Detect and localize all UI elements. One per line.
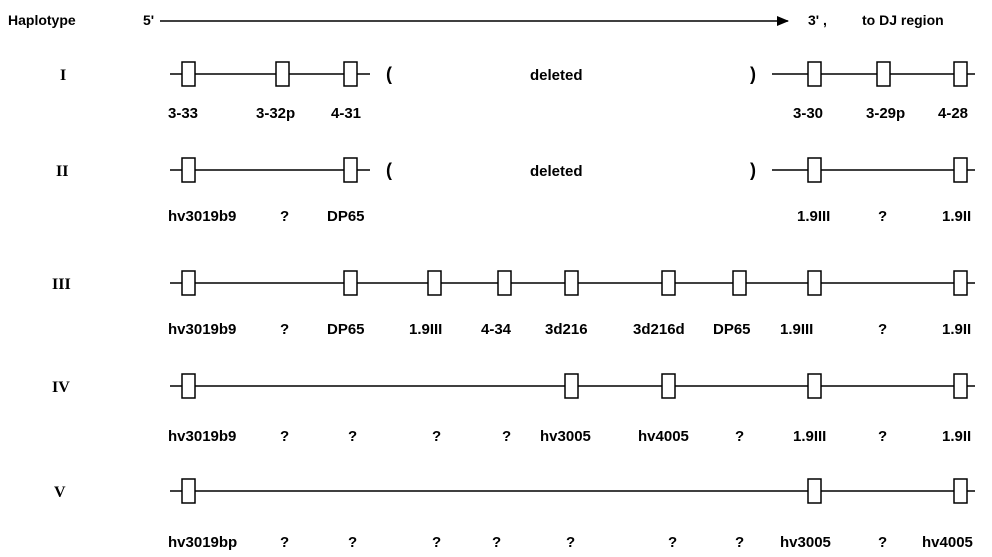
gene-label: 1.9III xyxy=(780,321,813,338)
gene-box xyxy=(343,61,358,87)
gene-box xyxy=(807,478,822,504)
gene-box xyxy=(181,478,196,504)
gene-box xyxy=(953,270,968,296)
gene-label: ? xyxy=(566,534,575,551)
gene-box xyxy=(181,61,196,87)
direction-label: to DJ region xyxy=(862,12,944,28)
five-prime-label: 5' xyxy=(143,12,154,28)
haplotype-label: IV xyxy=(52,379,70,396)
gene-label: ? xyxy=(502,428,511,445)
gene-label: hv3005 xyxy=(780,534,831,551)
gene-label: 3d216 xyxy=(545,321,588,338)
gene-box xyxy=(564,270,579,296)
gene-box xyxy=(807,61,822,87)
gene-label: ? xyxy=(280,534,289,551)
gene-label: 4-31 xyxy=(331,105,361,122)
haplotype-row-4: IV hv3019b9 ? ? ? ? hv3005 hv4005 ? 1.9I… xyxy=(52,373,975,445)
gene-box xyxy=(497,270,512,296)
gene-label: ? xyxy=(878,534,887,551)
gene-label: ? xyxy=(280,321,289,338)
gene-box xyxy=(953,478,968,504)
gene-label: 1.9II xyxy=(942,208,971,225)
gene-label: ? xyxy=(432,534,441,551)
gene-label: 1.9III xyxy=(797,208,830,225)
gene-box xyxy=(953,157,968,183)
gene-label: hv4005 xyxy=(638,428,689,445)
gene-box xyxy=(564,373,579,399)
gene-label: ? xyxy=(878,428,887,445)
gene-box xyxy=(181,157,196,183)
haplotype-row-5: V hv3019bp ? ? ? ? ? ? ? hv3005 ? hv4005 xyxy=(54,478,975,551)
gene-box xyxy=(427,270,442,296)
gene-label: 3-33 xyxy=(168,105,198,122)
gene-label: ? xyxy=(878,321,887,338)
gene-label: hv3005 xyxy=(540,428,591,445)
haplotype-row-2: II ( deleted ) hv3019b9 ? DP65 1.9III ? … xyxy=(56,157,975,225)
gene-label: DP65 xyxy=(713,321,751,338)
gene-box xyxy=(807,270,822,296)
gene-box xyxy=(807,157,822,183)
gene-label: 1.9III xyxy=(793,428,826,445)
gene-box xyxy=(661,373,676,399)
gene-label: 3-32p xyxy=(256,105,295,122)
gene-label: hv3019bp xyxy=(168,534,237,551)
gene-label: 3-30 xyxy=(793,105,823,122)
gene-label: 3d216d xyxy=(633,321,685,338)
gene-box xyxy=(343,270,358,296)
gene-box xyxy=(343,157,358,183)
gene-label: ? xyxy=(735,428,744,445)
haplotype-row-3: III hv3019b9 ? DP65 1.9III 4-34 3d216 3d… xyxy=(52,270,975,338)
haplotype-label: III xyxy=(52,276,71,293)
gene-label: hv4005 xyxy=(922,534,973,551)
gene-box xyxy=(953,373,968,399)
gene-label: ? xyxy=(492,534,501,551)
close-paren: ) xyxy=(750,160,756,180)
gene-label: hv3019b9 xyxy=(168,428,236,445)
gene-label: 1.9II xyxy=(942,321,971,338)
haplotype-label: II xyxy=(56,163,68,180)
gene-label: DP65 xyxy=(327,208,365,225)
gene-box xyxy=(953,61,968,87)
gene-label: hv3019b9 xyxy=(168,208,236,225)
gene-box xyxy=(181,373,196,399)
open-paren: ( xyxy=(386,64,392,84)
deleted-label: deleted xyxy=(530,163,583,180)
header-label: Haplotype xyxy=(8,12,76,28)
gene-box xyxy=(661,270,676,296)
open-paren: ( xyxy=(386,160,392,180)
gene-box xyxy=(275,61,290,87)
close-paren: ) xyxy=(750,64,756,84)
haplotype-row-1: I ( deleted ) 3-33 3-32p 4-31 3-30 3-29p… xyxy=(60,61,975,122)
gene-label: ? xyxy=(432,428,441,445)
gene-label: 4-28 xyxy=(938,105,968,122)
gene-label: ? xyxy=(878,208,887,225)
gene-label: ? xyxy=(280,428,289,445)
gene-label: 3-29p xyxy=(866,105,905,122)
gene-label: DP65 xyxy=(327,321,365,338)
gene-box xyxy=(732,270,747,296)
gene-label: 4-34 xyxy=(481,321,512,338)
gene-label: ? xyxy=(348,534,357,551)
deleted-label: deleted xyxy=(530,67,583,84)
gene-box xyxy=(181,270,196,296)
gene-label: 1.9II xyxy=(942,428,971,445)
gene-label: ? xyxy=(668,534,677,551)
gene-label: ? xyxy=(735,534,744,551)
gene-label: ? xyxy=(280,208,289,225)
haplotype-label: I xyxy=(60,67,66,84)
gene-label: hv3019b9 xyxy=(168,321,236,338)
gene-label: 1.9III xyxy=(409,321,442,338)
three-prime-label: 3' , xyxy=(808,12,827,28)
gene-label: ? xyxy=(348,428,357,445)
haplotype-label: V xyxy=(54,484,66,501)
gene-box xyxy=(876,61,891,87)
gene-box xyxy=(807,373,822,399)
